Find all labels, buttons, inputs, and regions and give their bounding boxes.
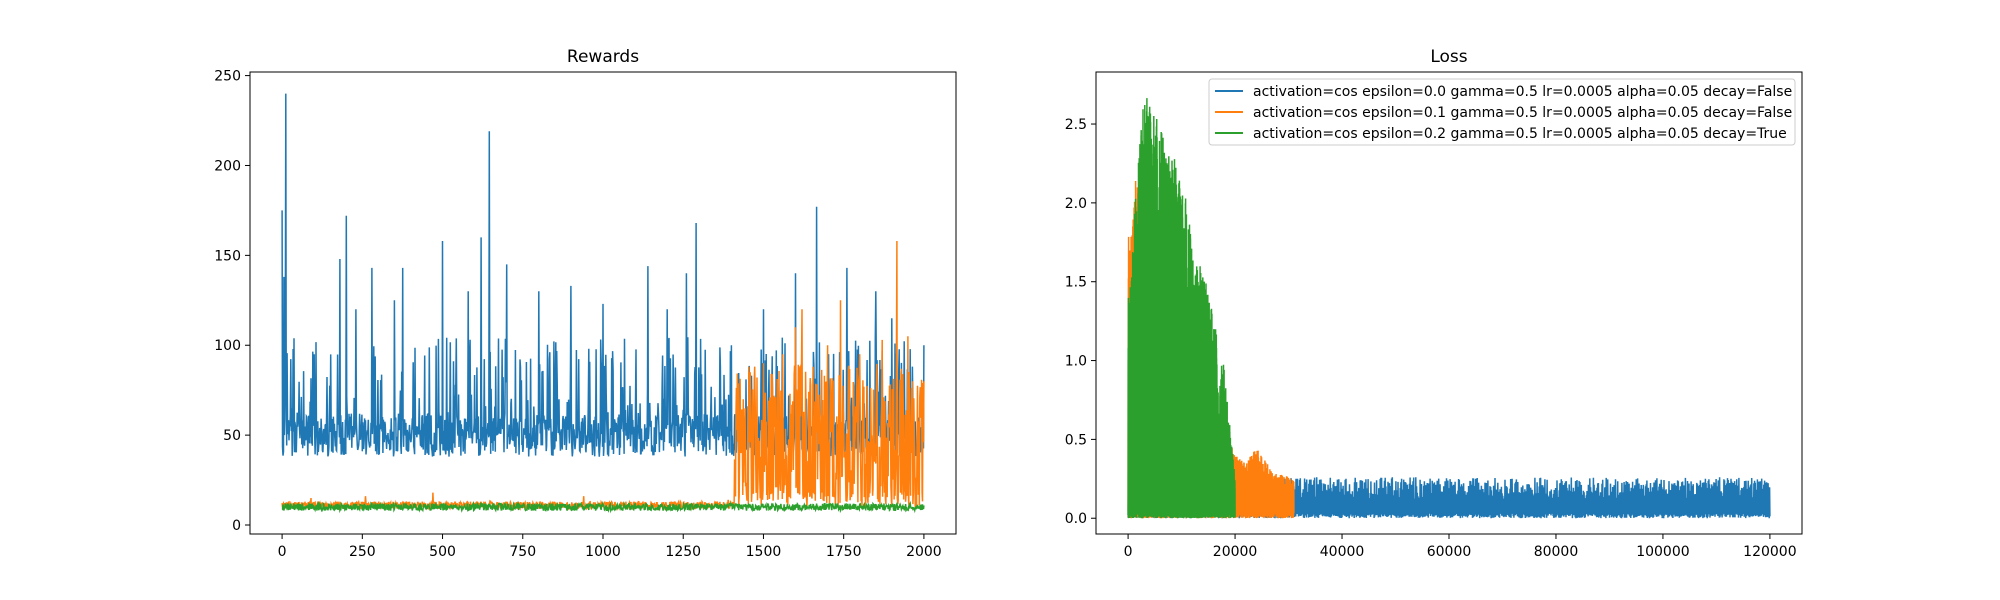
loss-y-ticks: 0.0 0.5 1.0 1.5 2.0 2.5 (1065, 117, 1096, 527)
rewards-plot: Rewards 0 250 500 750 1000 1250 1500 1750 2000 0… (214, 47, 957, 560)
rewards-y-ticks: 0 50 100 150 200 250 (214, 69, 250, 534)
y-tick-label: 1.5 (1065, 275, 1087, 291)
x-tick-label: 1500 (746, 544, 782, 560)
x-tick-label: 0 (1124, 544, 1133, 560)
y-tick-label: 1.0 (1065, 354, 1087, 370)
legend-label-1: activation=cos epsilon=0.1 gamma=0.5 lr=… (1253, 105, 1792, 121)
rewards-axes-frame (249, 71, 957, 535)
x-tick-label: 100000 (1636, 544, 1689, 560)
x-tick-label: 120000 (1743, 544, 1796, 560)
x-tick-label: 1000 (585, 544, 621, 560)
y-tick-label: 150 (214, 248, 241, 264)
y-tick-label: 0.5 (1065, 432, 1087, 448)
x-tick-label: 0 (278, 544, 287, 560)
legend-label-0: activation=cos epsilon=0.0 gamma=0.5 lr=… (1253, 84, 1792, 100)
rewards-series-2-line (281, 500, 925, 514)
y-tick-label: 100 (214, 338, 241, 354)
x-tick-label: 40000 (1320, 544, 1365, 560)
loss-legend: activation=cos epsilon=0.0 gamma=0.5 lr=… (1208, 78, 1796, 146)
loss-series-2-line (1127, 98, 1236, 519)
y-tick-label: 0 (232, 518, 241, 534)
x-tick-label: 750 (509, 544, 536, 560)
y-tick-label: 200 (214, 158, 241, 174)
x-tick-label: 20000 (1213, 544, 1258, 560)
loss-x-ticks: 0 20000 40000 60000 80000 100000 120000 (1124, 534, 1797, 560)
loss-axes-frame (1095, 71, 1803, 535)
y-tick-label: 2.5 (1065, 117, 1087, 133)
x-tick-label: 1250 (665, 544, 701, 560)
rewards-x-ticks: 0 250 500 750 1000 1250 1500 1750 2000 (278, 534, 942, 560)
x-tick-label: 250 (349, 544, 376, 560)
x-tick-label: 60000 (1427, 544, 1472, 560)
rewards-title: Rewards (567, 47, 639, 67)
x-tick-label: 1750 (826, 544, 862, 560)
y-tick-label: 0.0 (1065, 511, 1087, 527)
loss-plot: Loss 0 20000 40000 60000 80000 100000 120000 0… (1065, 47, 1803, 560)
x-tick-label: 500 (429, 544, 456, 560)
rewards-series-1-line (281, 240, 925, 512)
y-tick-label: 50 (223, 428, 241, 444)
x-tick-label: 2000 (906, 544, 942, 560)
rewards-series-group (281, 93, 925, 514)
x-tick-label: 80000 (1534, 544, 1579, 560)
y-tick-label: 2.0 (1065, 196, 1087, 212)
legend-box (1208, 78, 1796, 146)
rewards-series-0-line (281, 93, 925, 457)
legend-label-2: activation=cos epsilon=0.2 gamma=0.5 lr=… (1253, 126, 1787, 142)
loss-title: Loss (1430, 47, 1467, 67)
y-tick-label: 250 (214, 69, 241, 85)
loss-series-group (1127, 98, 1771, 519)
